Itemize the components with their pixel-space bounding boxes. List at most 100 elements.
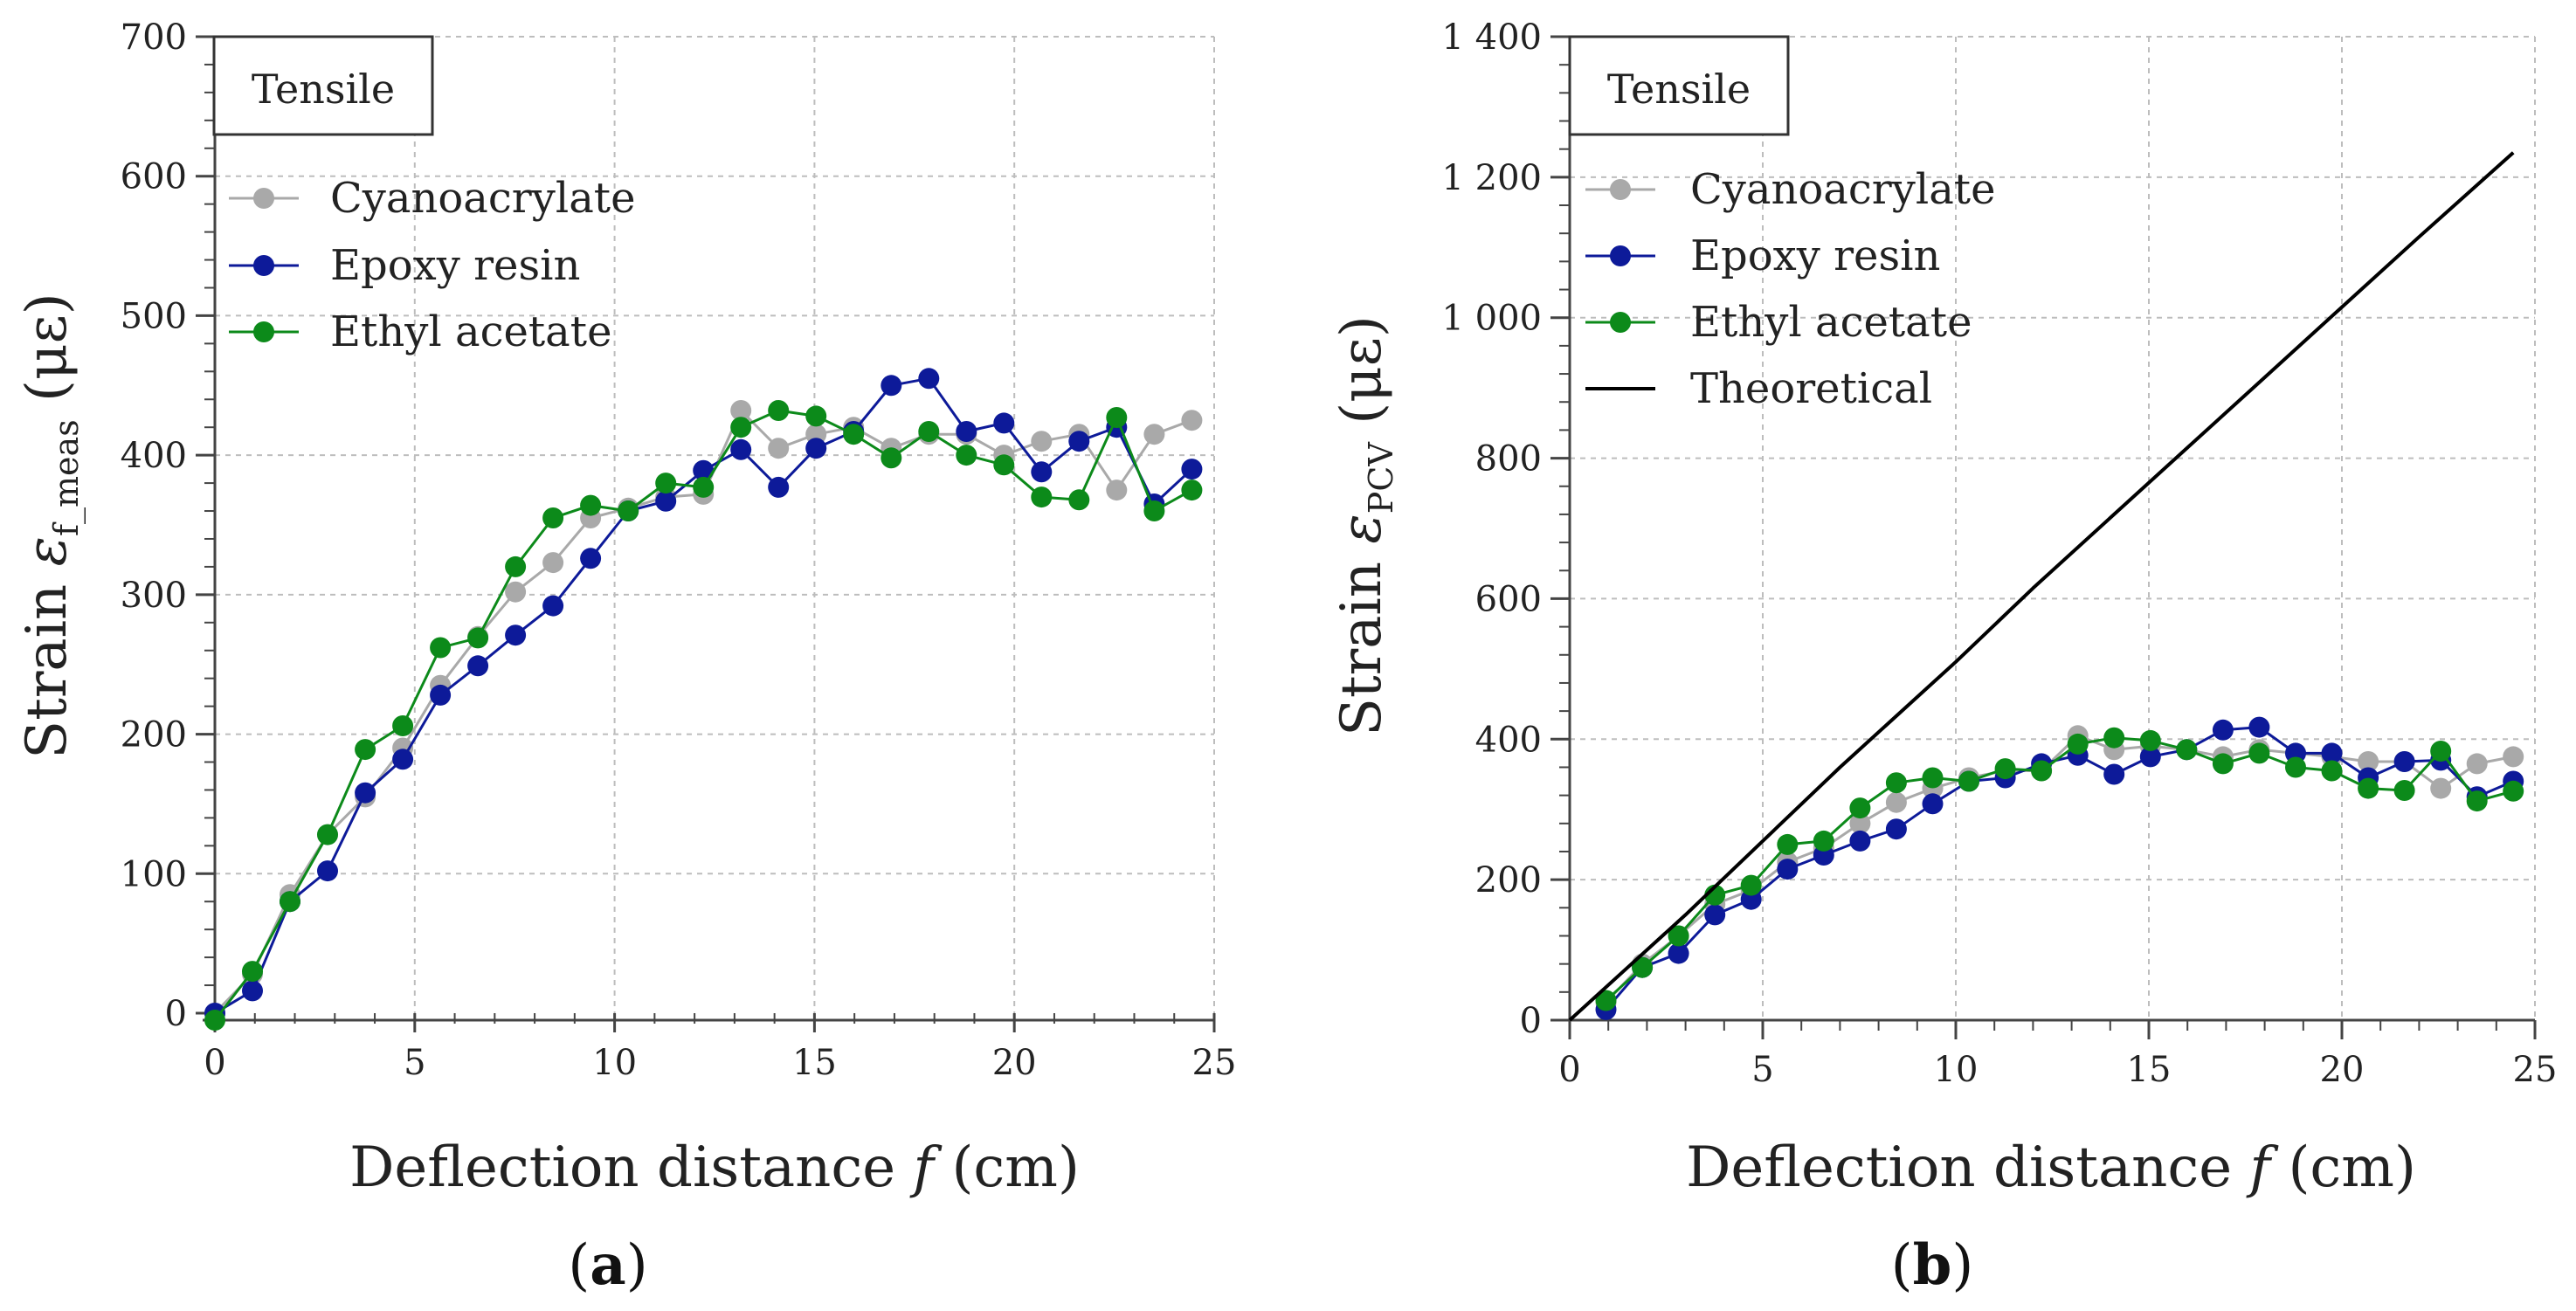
x-tick-label-a: 20 [992, 1043, 1037, 1083]
point-cyanoacrylate-a [730, 400, 752, 421]
point-ethyl-acetate-a [1106, 407, 1128, 428]
point-ethyl-acetate-a [204, 1010, 225, 1031]
point-ethyl-acetate-b [2248, 742, 2270, 764]
point-ethyl-acetate-b [2103, 727, 2125, 749]
x-tick-label-b: 5 [1751, 1050, 1773, 1090]
y-tick-label-b: 1 200 [1441, 158, 1542, 198]
y-tick-label-a: 400 [121, 436, 187, 476]
point-ethyl-acetate-a [580, 494, 602, 516]
point-epoxy-resin-b [1704, 904, 1726, 926]
x-axis-title-unit-a: (cm) [951, 1135, 1079, 1200]
point-epoxy-resin-a [881, 375, 902, 397]
tensile-label-b: Tensile [1607, 66, 1751, 113]
caption-letter-b: b [1913, 1232, 1952, 1298]
point-epoxy-resin-a [467, 655, 489, 677]
point-cyanoacrylate-a [1106, 480, 1128, 501]
point-ethyl-acetate-a [392, 715, 414, 736]
point-epoxy-resin-a [693, 459, 715, 481]
point-ethyl-acetate-a [768, 400, 790, 421]
y-tick-label-a: 200 [121, 715, 187, 756]
panel-a: 0 5 10 15 20 25 0 100 200 300 400 500 600 700 Tensile… [15, 17, 1236, 1298]
y-axis-title-symbol-b: ε [1329, 514, 1394, 543]
grid-b [1570, 36, 2536, 1020]
point-ethyl-acetate-a [881, 447, 902, 469]
point-ethyl-acetate-a [956, 445, 977, 466]
point-ethyl-acetate-b [1777, 833, 1799, 855]
axes-b [1557, 37, 2535, 1022]
point-cyanoacrylate-a [505, 581, 527, 603]
y-tick-label-b: 1 400 [1441, 17, 1542, 58]
x-tick-label-a: 25 [1192, 1043, 1237, 1083]
point-ethyl-acetate-a [1181, 480, 1203, 501]
point-ethyl-acetate-b [1958, 770, 1979, 792]
point-epoxy-resin-b [2212, 719, 2234, 741]
point-ethyl-acetate-b [1849, 797, 1871, 819]
point-ethyl-acetate-a [730, 417, 752, 438]
point-ethyl-acetate-b [2321, 760, 2343, 782]
legend-marker-ethyl-a [253, 321, 274, 342]
x-tick-label-b: 15 [2127, 1050, 2172, 1090]
point-cyanoacrylate-b [2430, 777, 2452, 799]
point-epoxy-resin-a [805, 438, 827, 459]
point-ethyl-acetate-a [317, 824, 338, 845]
point-epoxy-resin-b [1922, 793, 1944, 815]
point-epoxy-resin-b [2248, 716, 2270, 738]
axes-a [203, 37, 1214, 1022]
point-ethyl-acetate-a [843, 424, 865, 445]
y-axis-title-sub-a: f_meas [47, 419, 86, 536]
y-tick-label-b: 600 [1475, 579, 1542, 619]
point-ethyl-acetate-a [655, 473, 677, 494]
point-epoxy-resin-b [1777, 859, 1799, 880]
y-axis-title-a: Strain εf_meas (με) [15, 293, 86, 758]
x-axis-title-prefix-b: Deflection distance [1686, 1135, 2232, 1200]
y-axis-title-unit-a: (με) [15, 293, 79, 402]
point-ethyl-acetate-a [1068, 489, 1090, 511]
point-ethyl-acetate-b [1740, 874, 1762, 896]
tensile-box-a [212, 35, 434, 136]
x-axis-title-unit-b: (cm) [2288, 1135, 2415, 1200]
point-epoxy-resin-b [1885, 818, 1907, 840]
point-ethyl-acetate-b [2285, 756, 2306, 778]
point-ethyl-acetate-a [1143, 500, 1165, 521]
point-ethyl-acetate-a [618, 500, 639, 521]
point-cyanoacrylate-b [2466, 753, 2488, 775]
point-ethyl-acetate-a [280, 891, 300, 913]
point-cyanoacrylate-b [1849, 812, 1871, 834]
legend-marker-epoxy-b [1610, 245, 1631, 266]
panel-b: 0 5 10 15 20 25 0 200 400 600 800 1 000 1 200 1 400 T… [1329, 17, 2557, 1298]
y-tick-label-a: 300 [121, 576, 187, 616]
ticks-b: 0 5 10 15 20 25 0 200 400 600 800 1 000 1 200 1 400 [1441, 17, 2557, 1090]
point-ethyl-acetate-b [2430, 741, 2452, 762]
point-ethyl-acetate-a [993, 454, 1015, 476]
point-ethyl-acetate-b [1595, 990, 1617, 1011]
y-tick-label-a: 600 [121, 157, 187, 197]
y-tick-label-b: 200 [1475, 860, 1542, 900]
x-tick-label-b: 25 [2513, 1050, 2558, 1090]
y-tick-label-b: 1 000 [1441, 299, 1542, 339]
point-cyanoacrylate-a [1031, 431, 1053, 452]
point-ethyl-acetate-b [2503, 780, 2524, 802]
point-epoxy-resin-a [505, 624, 527, 646]
point-epoxy-resin-a [430, 684, 452, 706]
point-epoxy-resin-b [2321, 742, 2343, 764]
point-ethyl-acetate-b [2212, 753, 2234, 775]
point-epoxy-resin-a [392, 749, 414, 770]
point-ethyl-acetate-a [242, 961, 263, 983]
point-epoxy-resin-b [1849, 830, 1871, 852]
y-tick-label-a: 100 [121, 854, 187, 894]
y-tick-label-b: 0 [1520, 1001, 1542, 1041]
x-tick-label-b: 20 [2320, 1050, 2365, 1090]
legend-label-cyanoacrylate-b: Cyanoacrylate [1690, 165, 1996, 214]
y-axis-title-sub-b: PCV [1362, 442, 1400, 514]
legend-marker-cyanoacrylate-b [1610, 179, 1631, 200]
point-epoxy-resin-b [1668, 942, 1689, 964]
point-ethyl-acetate-b [2067, 733, 2089, 755]
x-tick-label-a: 10 [592, 1043, 637, 1083]
caption-b: (b) [1891, 1232, 1974, 1298]
x-tick-label-a: 15 [792, 1043, 837, 1083]
legend-marker-ethyl-b [1610, 312, 1631, 333]
point-ethyl-acetate-a [505, 555, 527, 577]
caption-letter-a: a [590, 1232, 625, 1298]
point-ethyl-acetate-b [1668, 925, 1689, 947]
